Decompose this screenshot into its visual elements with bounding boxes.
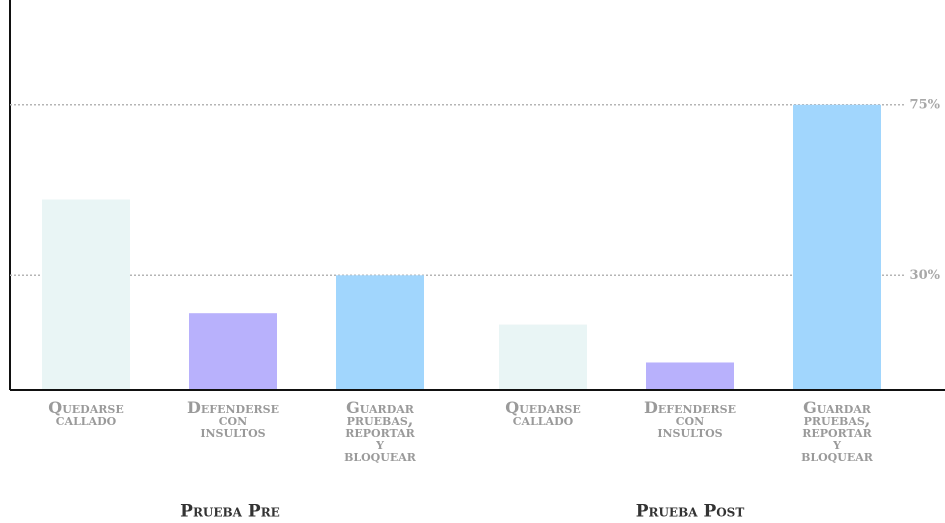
bar [793, 104, 881, 389]
x-tick-label: Guardar pruebas, reportar y bloquear [344, 398, 417, 465]
x-tick-label: Defenderse con insultos [187, 398, 279, 441]
label-line: Guardar [803, 398, 872, 417]
label-line: Defenderse [644, 398, 736, 417]
label-line: callado [56, 410, 117, 429]
label-line: callado [513, 410, 574, 429]
x-tick-label: Quedarse callado [48, 398, 123, 429]
label-line: reportar [802, 422, 872, 441]
bar [42, 199, 130, 389]
group-label: Prueba Pre [180, 502, 280, 522]
label-line: Guardar [346, 398, 415, 417]
bar [646, 362, 734, 389]
label-line: bloquear [801, 446, 874, 465]
label-line: Quedarse [48, 398, 123, 417]
y-tick-label: 75% [910, 97, 941, 112]
bar [336, 275, 424, 389]
y-tick-label: 30% [910, 268, 941, 283]
bar [189, 313, 277, 389]
label-line: pruebas, [804, 410, 871, 429]
label-line: bloquear [344, 446, 417, 465]
x-tick-label: Defenderse con insultos [644, 398, 736, 441]
label-line: reportar [345, 422, 415, 441]
label-line: pruebas, [347, 410, 414, 429]
label-line: y [832, 434, 841, 453]
label-line: y [375, 434, 384, 453]
label-line: insultos [200, 422, 265, 441]
label-line: insultos [657, 422, 722, 441]
bar [499, 324, 587, 389]
label-line: con [219, 410, 247, 429]
group-label: Prueba Post [636, 502, 745, 522]
label-line: Defenderse [187, 398, 279, 417]
x-tick-label: Quedarse callado [505, 398, 580, 429]
label-line: Quedarse [505, 398, 580, 417]
label-line: con [676, 410, 704, 429]
x-tick-label: Guardar pruebas, reportar y bloquear [801, 398, 874, 465]
